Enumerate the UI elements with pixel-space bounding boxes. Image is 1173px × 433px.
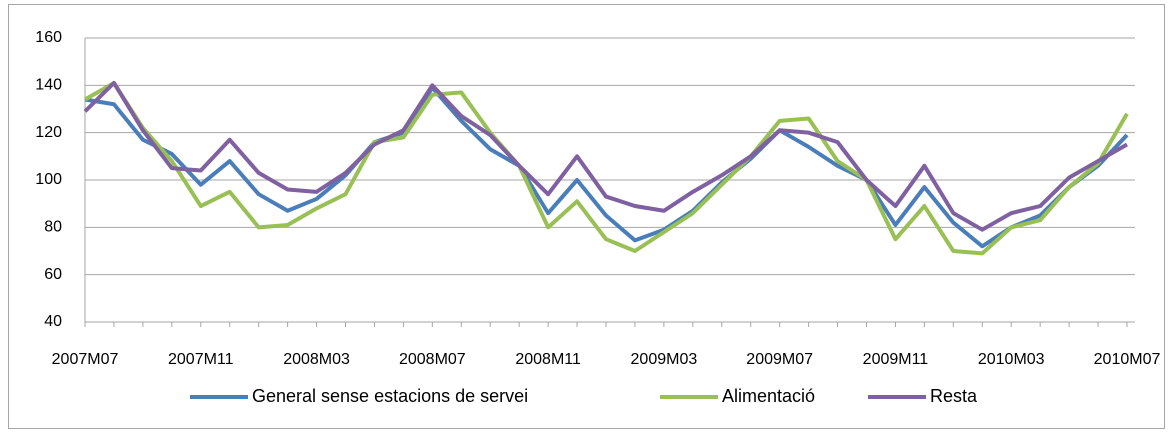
- y-tick-label: 160: [35, 29, 62, 46]
- data-line: [83, 80, 1128, 232]
- y-tick-label: 40: [44, 313, 62, 330]
- x-tick-label: 2008M11: [515, 351, 581, 368]
- data-line: [84, 80, 1129, 256]
- y-tick-label: 80: [44, 219, 62, 236]
- legend-label: Alimentació: [722, 386, 815, 406]
- x-tick-label: 2009M11: [863, 351, 929, 368]
- legend-label: Resta: [930, 386, 978, 406]
- x-tick-label: 2008M07: [399, 351, 466, 368]
- data-line: [84, 85, 1129, 249]
- x-tick-label: 2009M07: [746, 351, 813, 368]
- x-tick-label: 2007M07: [52, 351, 119, 368]
- chart-border: [8, 4, 1165, 429]
- x-tick-label: 2010M03: [978, 351, 1045, 368]
- y-tick-label: 140: [35, 77, 62, 94]
- legend-label: General sense estacions de servei: [252, 386, 528, 406]
- y-tick-label: 60: [44, 266, 62, 283]
- x-tick-label: 2007M11: [168, 351, 234, 368]
- y-tick-label: 100: [35, 171, 62, 188]
- x-tick-label: 2009M03: [631, 351, 698, 368]
- x-tick-label: 2010M07: [1094, 351, 1161, 368]
- y-tick-label: 120: [35, 124, 62, 141]
- x-tick-label: 2008M03: [283, 351, 350, 368]
